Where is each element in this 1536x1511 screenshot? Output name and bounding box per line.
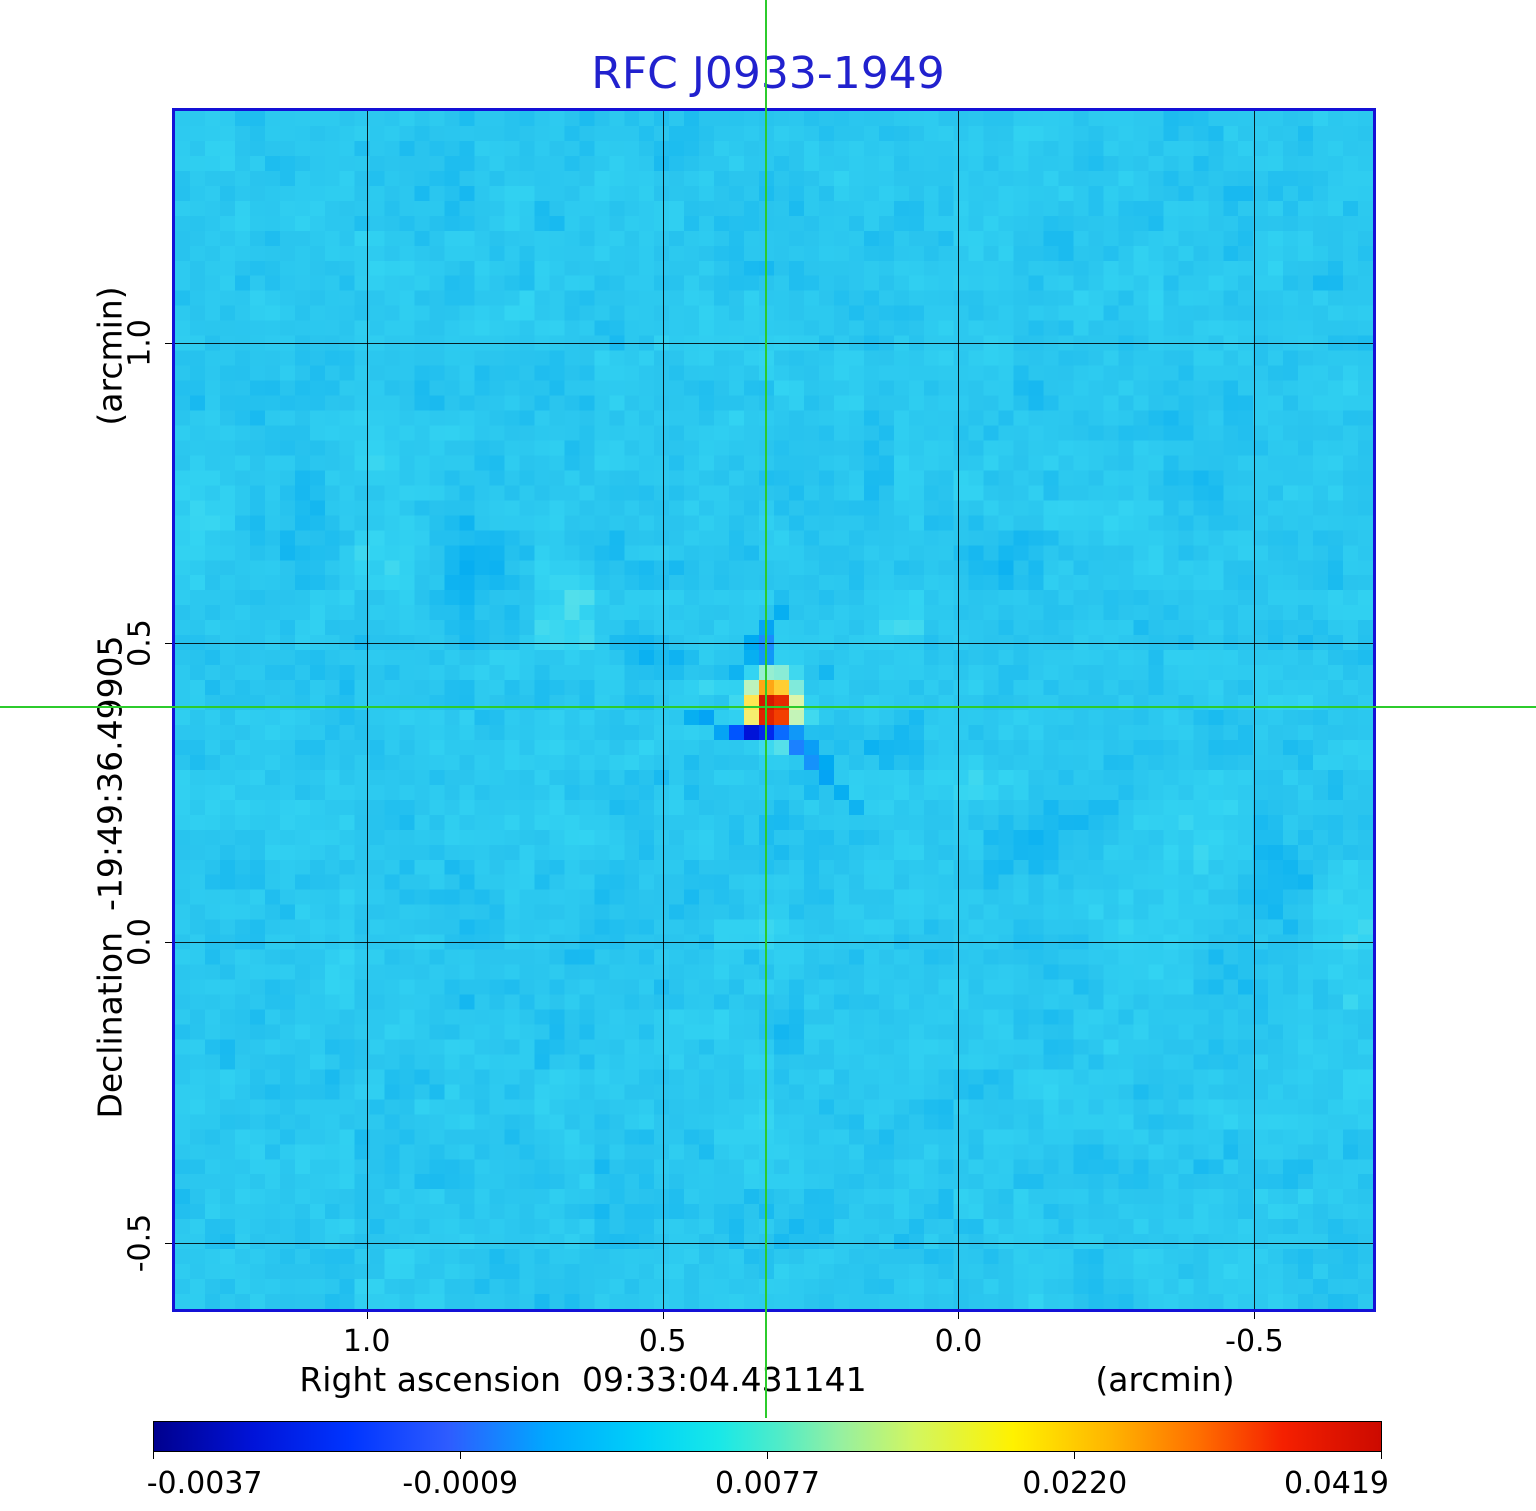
y-axis-unit-label: (arcmin) [90,286,130,426]
crosshair-horizontal-line [0,706,1536,708]
colorbar-tick-mark [767,1452,768,1459]
x-axis-tick-mark [1254,1312,1256,1319]
colorbar-tick-label: -0.0009 [402,1466,519,1501]
y-axis-tick-mark [165,343,172,345]
gridline-horizontal [175,1243,1373,1245]
y-tick-label: -0.5 [122,1213,158,1273]
gridline-vertical [366,111,368,1309]
x-axis-tick-mark [958,1312,960,1319]
colorbar-tick-mark [153,1452,154,1459]
colorbar-tick-mark [1381,1452,1382,1459]
colorbar-tick-label: 0.0419 [1284,1466,1390,1501]
y-axis-tick-mark [165,942,172,944]
x-axis-unit-label: (arcmin) [1095,1360,1235,1399]
crosshair-vertical-line [765,0,768,1418]
x-tick-label: 1.0 [342,1324,391,1359]
y-axis-tick-mark [165,1243,172,1245]
gridline-horizontal [175,343,1373,345]
gridline-vertical [662,111,664,1309]
colorbar-tick-label: -0.0037 [146,1466,263,1501]
x-tick-label: 0.5 [638,1324,687,1359]
gridline-horizontal [175,642,1373,644]
gridline-vertical [958,111,960,1309]
colorbar-tick-label: 0.0220 [1022,1466,1128,1501]
figure-title: RFC J0933-1949 [591,48,945,99]
x-tick-label: -0.5 [1225,1324,1284,1359]
x-axis-label: Right ascension 09:33:04.431141 [299,1360,867,1399]
colorbar [153,1421,1382,1452]
x-axis-tick-mark [366,1312,368,1319]
x-tick-label: 0.0 [934,1324,983,1359]
y-axis-tick-mark [165,642,172,644]
colorbar-tick-mark [1074,1452,1075,1459]
colorbar-tick-label: 0.0077 [715,1466,820,1501]
colorbar-tick-mark [460,1452,461,1459]
radio-map-canvas [175,111,1373,1309]
gridline-vertical [1254,111,1256,1309]
radio-map-plot [172,108,1376,1312]
x-axis-tick-mark [662,1312,664,1319]
gridline-horizontal [175,942,1373,944]
